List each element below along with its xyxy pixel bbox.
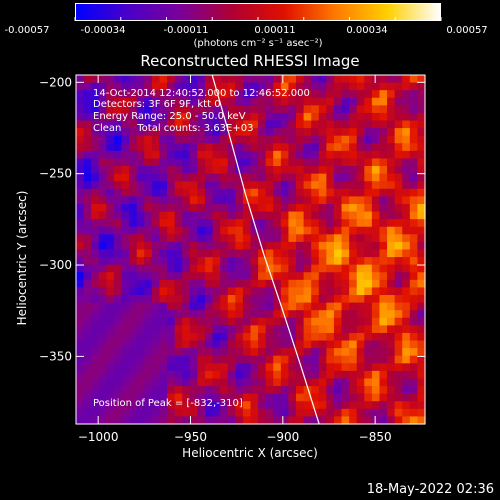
heatmap-cells xyxy=(76,75,426,425)
colorbar-tick-label: -0.00057 xyxy=(4,25,50,36)
annotation-time-range: 14-Oct-2014 12:40:52.000 to 12:46:52.000 xyxy=(93,88,310,99)
y-tick-label: −350 xyxy=(39,349,72,363)
colorbar-tick-label: -0.00011 xyxy=(163,25,209,36)
timestamp-footer: 18-May-2022 02:36 xyxy=(366,482,494,497)
annotation-peak-position: Position of Peak = [-832,-310] xyxy=(93,398,243,409)
colorbar-units: (photons cm⁻² s⁻¹ asec⁻²) xyxy=(193,38,323,49)
y-tick-label: −200 xyxy=(39,75,72,89)
annotation-detectors: Detectors: 3F 6F 9F, ktt 0 xyxy=(93,99,221,110)
plot-frame xyxy=(75,74,426,425)
x-tick-label: −950 xyxy=(174,430,207,444)
annotation-energy-range: Energy Range: 25.0 - 50.0 keV xyxy=(93,111,246,122)
x-axis-label: Heliocentric X (arcsec) xyxy=(182,446,318,460)
y-axis-label: Heliocentric Y (arcsec) xyxy=(15,190,29,326)
solar-limb-line xyxy=(211,75,320,424)
chart-title: Reconstructed RHESSI Image xyxy=(140,52,360,70)
y-tick-label: −250 xyxy=(39,167,72,181)
colorbar-tick-label: 0.00057 xyxy=(446,25,488,36)
colorbar-tick-label: 0.00011 xyxy=(254,25,296,36)
y-tick-label: −300 xyxy=(39,258,72,272)
colorbar-tick-label: -0.00034 xyxy=(80,25,126,36)
annotation-counts: Clean Total counts: 3.63E+03 xyxy=(93,123,254,134)
x-tick-label: −850 xyxy=(359,430,392,444)
x-tick-label: −900 xyxy=(266,430,299,444)
colorbar-tick-label: 0.00034 xyxy=(346,25,388,36)
x-tick-label: −1000 xyxy=(78,430,119,444)
